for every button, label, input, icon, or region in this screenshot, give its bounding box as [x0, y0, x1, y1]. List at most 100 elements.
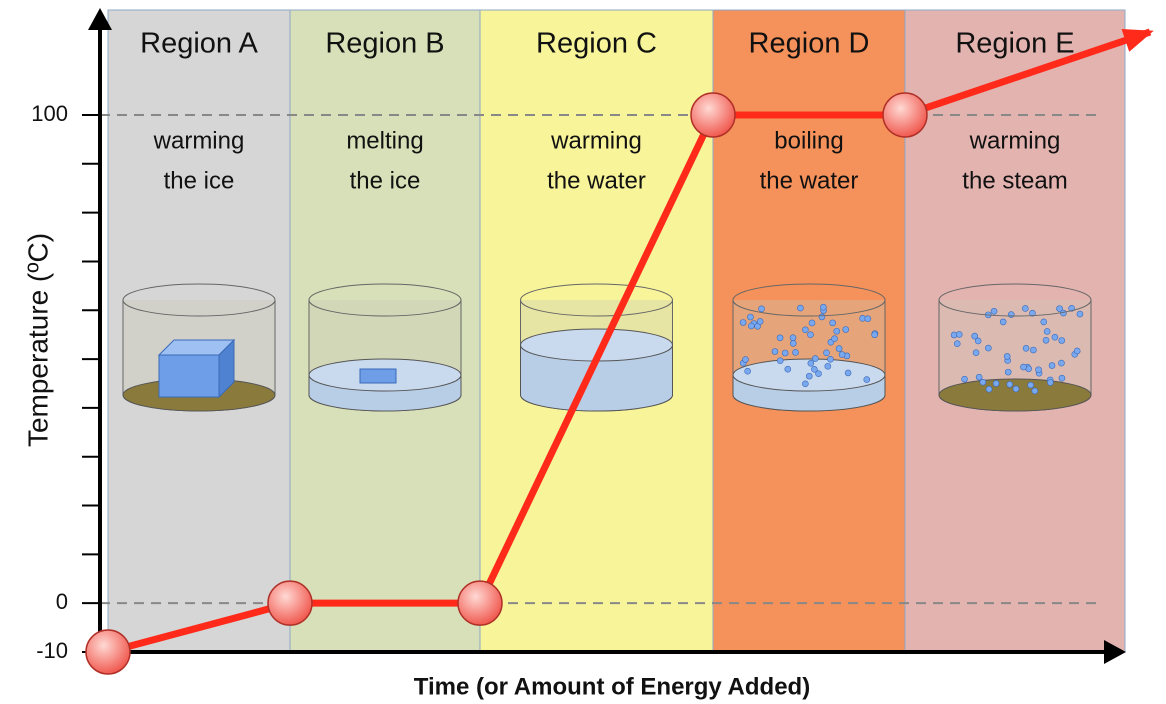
bubble [972, 349, 980, 356]
region-description: the ice [350, 167, 421, 194]
bubble [1051, 333, 1059, 341]
bubble [797, 304, 804, 312]
bubble [802, 326, 809, 334]
bubble [771, 348, 779, 355]
bubble [1012, 385, 1020, 393]
bubble [776, 334, 784, 342]
bubble [1076, 310, 1084, 318]
point [85, 629, 131, 675]
bubble [979, 378, 987, 386]
bubble [999, 318, 1007, 326]
region-description: warming [153, 127, 245, 154]
region [107, 9, 291, 653]
bubble [805, 372, 813, 380]
region-title: Region C [536, 28, 657, 60]
region-description: warming [550, 127, 642, 154]
beaker-rim [732, 283, 886, 317]
point [267, 580, 313, 626]
bubble [1029, 309, 1036, 317]
bubble [781, 349, 789, 357]
bubble [747, 313, 754, 321]
water [520, 345, 673, 412]
beaker-rim [520, 283, 673, 317]
bubble [811, 365, 818, 373]
point [690, 92, 736, 138]
bubble [971, 332, 979, 340]
bubble [985, 344, 992, 352]
bubble [1047, 379, 1054, 386]
bubble [1040, 318, 1048, 326]
bubble [739, 319, 747, 326]
beaker [732, 283, 886, 412]
bubble [815, 370, 822, 377]
region-description: the water [760, 167, 859, 194]
bubble [1007, 311, 1015, 318]
beaker [122, 283, 276, 412]
bubble [818, 313, 826, 321]
bubble [992, 380, 1000, 387]
bubble [1058, 374, 1066, 382]
beaker-rim [308, 283, 462, 317]
bubble [748, 322, 755, 330]
region-title: Region E [955, 28, 1074, 60]
point [457, 580, 503, 626]
bubble [807, 360, 815, 367]
bubble [835, 345, 843, 352]
bubble [807, 331, 814, 339]
bubble [824, 362, 832, 370]
region-description: the water [547, 167, 646, 194]
bubble [1056, 305, 1063, 312]
region-description: boiling [774, 127, 843, 154]
bubble [742, 356, 749, 363]
bubble [833, 327, 841, 335]
bubble [827, 356, 834, 363]
bubble [1022, 345, 1030, 352]
bubble [1043, 328, 1051, 335]
bubble [838, 351, 846, 358]
bubble [953, 340, 961, 348]
beaker [938, 283, 1092, 412]
bubble [863, 376, 871, 383]
x-axis-arrow [1104, 640, 1126, 664]
bubble [990, 307, 998, 315]
bubble [975, 373, 983, 381]
bubble [812, 355, 819, 362]
bubble [820, 303, 827, 311]
bubble [756, 318, 764, 325]
ice-cube-side [218, 338, 235, 399]
bubble [1006, 381, 1014, 388]
bubble [808, 319, 816, 327]
bubble [1035, 366, 1042, 374]
beaker-rim [122, 283, 276, 317]
bubble [1058, 337, 1066, 344]
bubble [744, 367, 751, 375]
curve-arrowhead [1121, 28, 1154, 52]
beaker [520, 283, 673, 412]
beaker-rim [938, 283, 1092, 317]
region-title: Region B [325, 28, 444, 60]
bubble [864, 315, 872, 322]
bubble [792, 349, 799, 356]
region [904, 9, 1126, 653]
bubble [985, 385, 993, 393]
y-axis-arrow [88, 8, 112, 30]
x-axis-label: Time (or Amount of Energy Added) [414, 673, 810, 700]
region-description: the steam [962, 167, 1067, 194]
bubble [1031, 387, 1039, 395]
y-tick-label: 0 [56, 589, 68, 614]
y-axis-label: Temperature (ºC) [22, 233, 53, 447]
bubble [844, 369, 852, 377]
ice-cube [158, 354, 220, 398]
region-description: warming [969, 127, 1061, 154]
bubble [1073, 347, 1081, 355]
y-tick-label: 100 [31, 101, 68, 126]
bubble [776, 357, 784, 364]
bubble [802, 380, 809, 388]
region-title: Region D [749, 28, 870, 60]
bubble [961, 375, 968, 383]
bubble [1021, 305, 1029, 312]
bubble [789, 334, 797, 341]
heating-curve [107, 28, 1152, 656]
